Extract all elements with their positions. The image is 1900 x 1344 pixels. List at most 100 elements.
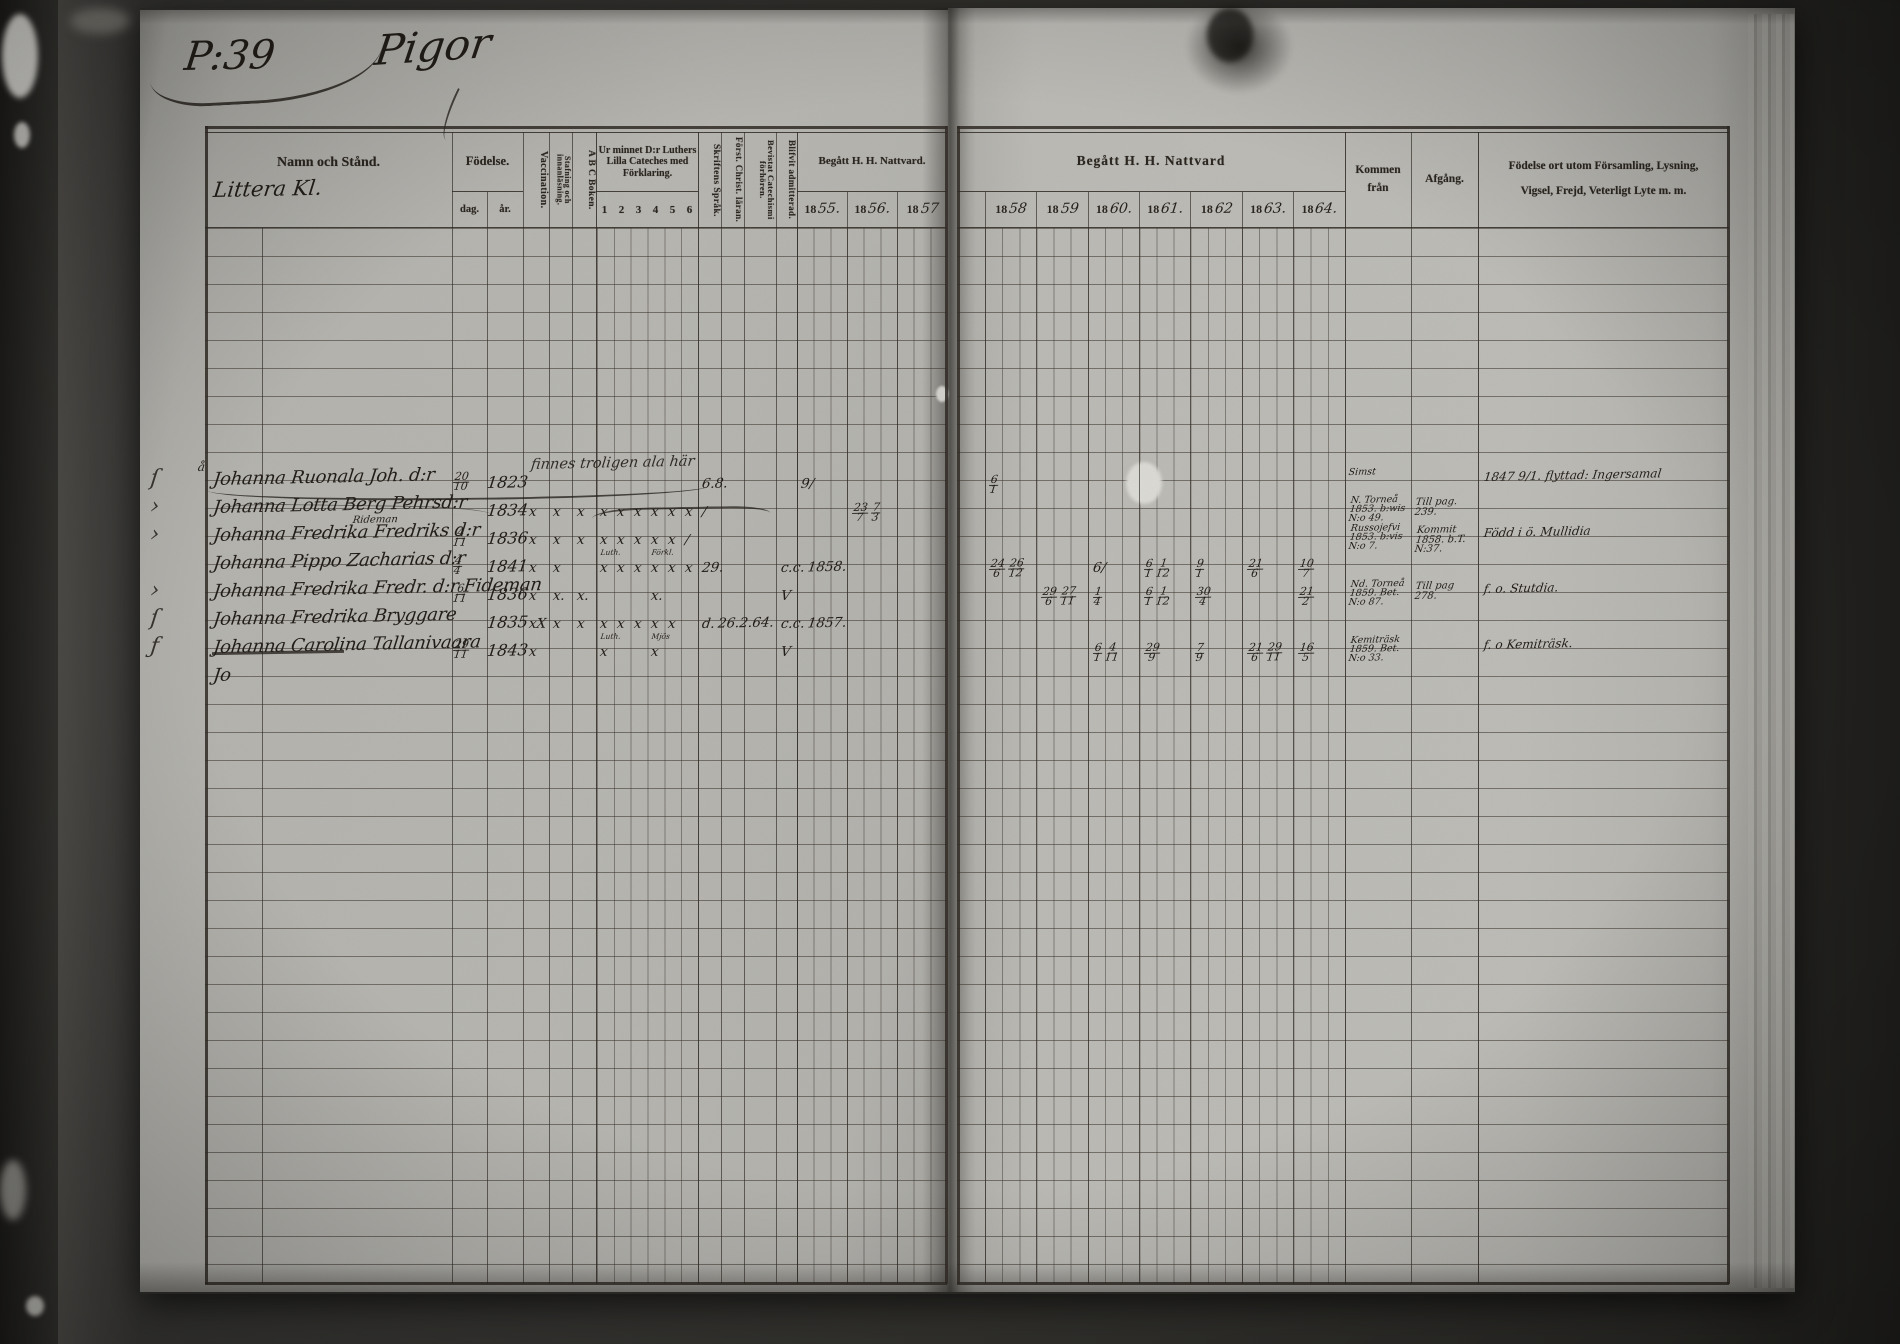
year-prefix: 18	[1200, 201, 1213, 216]
cell-entry: x	[576, 504, 586, 520]
handwritten-mark: x	[552, 615, 562, 632]
grid-vline	[572, 132, 573, 1284]
handwritten-mark: 29 6	[1041, 584, 1059, 608]
nattvard-subcolumns-left	[797, 228, 947, 1284]
column-header-dag: dag.	[460, 203, 479, 215]
cell-entry: x.	[650, 588, 664, 604]
cell-entry: V	[780, 588, 792, 604]
year-header-right: 18 64.	[1293, 194, 1344, 224]
grid-vline	[1088, 192, 1090, 1284]
cell-entry: x	[552, 532, 562, 548]
cell-entry: c.c. 1857.	[780, 615, 847, 632]
year-header-right: 18 61.	[1139, 194, 1190, 224]
cell-entry: x	[616, 616, 626, 632]
column-header-skriftens: Skriftens Språk.	[711, 143, 721, 217]
year-prefix: 18	[995, 201, 1008, 216]
grid-vline	[205, 126, 208, 1284]
year-prefix: 18	[906, 201, 919, 216]
fodelseort-line2: Vigsel, Frejd, Veterligt Lyte m. m.	[1520, 185, 1687, 197]
handwritten-mark: x.	[552, 587, 566, 604]
kommen-line2: från	[1367, 182, 1389, 194]
cell-entry: x	[633, 504, 643, 520]
cell-entry: 16 5	[1297, 640, 1316, 664]
handwritten-mark: 29 11	[1265, 640, 1284, 664]
grid-vline	[1139, 192, 1141, 1284]
cell-entry: x	[528, 504, 538, 520]
row-kommen: Kemiträsk 1859. Bet. N:o 33.	[1347, 633, 1401, 665]
grid-hline	[957, 191, 1345, 193]
handwritten-mark: 26.2.64.	[716, 614, 775, 632]
handwritten-mark: x	[576, 531, 586, 548]
row-name: Jo	[212, 664, 233, 686]
handwritten-mark: x	[552, 559, 562, 576]
handwritten-mark: x	[667, 503, 677, 520]
cateches-col-header: 1	[601, 204, 608, 216]
year-header-right: 18 59	[1036, 194, 1087, 224]
grid-vline	[452, 132, 453, 1284]
grid-vline	[1478, 132, 1480, 1284]
cell-entry: x	[599, 504, 609, 520]
year-header-left: 18 56.	[847, 194, 897, 224]
cell-entry: 29 9	[1143, 640, 1162, 664]
cell-entry: x	[599, 560, 609, 576]
handwritten-mark: x	[528, 643, 538, 660]
row-kommen: Nd. Torneå 1859. Bet. N:o 87.	[1347, 577, 1406, 609]
handwritten-mark: 6 11	[451, 581, 468, 605]
handwritten-mark: x	[576, 615, 586, 632]
handwritten-mark: x	[528, 531, 538, 548]
film-blotch	[2, 14, 38, 98]
handwritten-mark: 9/	[800, 475, 816, 492]
film-strip	[0, 0, 58, 1344]
cell-entry: x	[633, 560, 643, 576]
handwritten-mark: 27 11	[1059, 584, 1078, 608]
cateches-subcolumns	[597, 228, 698, 1284]
cell-annotation: Luth.	[600, 547, 622, 557]
row-kommen: Simst	[1347, 466, 1377, 478]
grid-vline	[744, 132, 745, 1284]
row-birth-day: 4 11	[452, 526, 468, 549]
cell-entry: 10 7	[1297, 557, 1316, 580]
handwritten-mark: 21 6	[1247, 640, 1265, 664]
handwritten-mark: 6.8.	[701, 475, 729, 492]
nattvard-subcolumns-right	[985, 228, 1345, 1284]
column-header-blifvit: Blifvit admitterad.	[787, 140, 797, 220]
handwritten-mark: x	[633, 503, 643, 520]
cell-entry: x	[650, 532, 660, 548]
year-script: 60.	[1108, 200, 1134, 217]
year-header-right: 18 58	[985, 194, 1036, 224]
cateches-col-header: 4	[652, 204, 659, 216]
handwritten-mark: x	[616, 615, 626, 632]
row-birth-year: 1834	[486, 500, 530, 520]
fodelseort-line1: Födelse ort utom Församling, Lysning,	[1508, 159, 1699, 172]
cell-entry: x	[616, 532, 626, 548]
grid-vline	[985, 192, 986, 1284]
handwritten-mark: 29 9	[1144, 640, 1162, 664]
handwritten-mark: d.	[701, 615, 716, 632]
column-header-namn: Namn och Stånd.	[276, 155, 381, 170]
handwritten-mark: 29 11	[452, 637, 471, 661]
cell-entry: c.c. 1858.	[780, 559, 847, 576]
cell-entry: x	[650, 616, 660, 632]
handwritten-mark: 29.	[701, 559, 725, 576]
row-kommen: Russojefvi 1853. b:vis N:o 7.	[1347, 521, 1404, 553]
row-birth-year: 1843	[486, 640, 530, 660]
cell-entry: x	[552, 616, 562, 632]
stain-top-right-core	[1207, 8, 1253, 62]
handwritten-mark: x	[599, 643, 609, 660]
handwritten-mark: x	[684, 503, 694, 520]
year-header-right: 18 62	[1191, 194, 1242, 224]
row-birth-day: 29 11	[452, 637, 471, 661]
handwritten-mark: x	[667, 615, 677, 632]
grid-hline	[957, 131, 1729, 133]
handwritten-mark: x	[528, 503, 538, 520]
handwritten-mark: x	[650, 531, 660, 548]
year-header-left: 18 57	[897, 194, 947, 224]
year-script: 56.	[867, 200, 892, 217]
grid-hline	[452, 191, 523, 193]
cell-entry: x	[633, 616, 643, 632]
cell-entry: x	[667, 560, 677, 576]
handwritten-mark: V	[780, 587, 792, 604]
handwritten-mark: 16 5	[1298, 640, 1316, 664]
grid-vline	[1345, 132, 1347, 1284]
year-prefix: 18	[804, 201, 817, 216]
